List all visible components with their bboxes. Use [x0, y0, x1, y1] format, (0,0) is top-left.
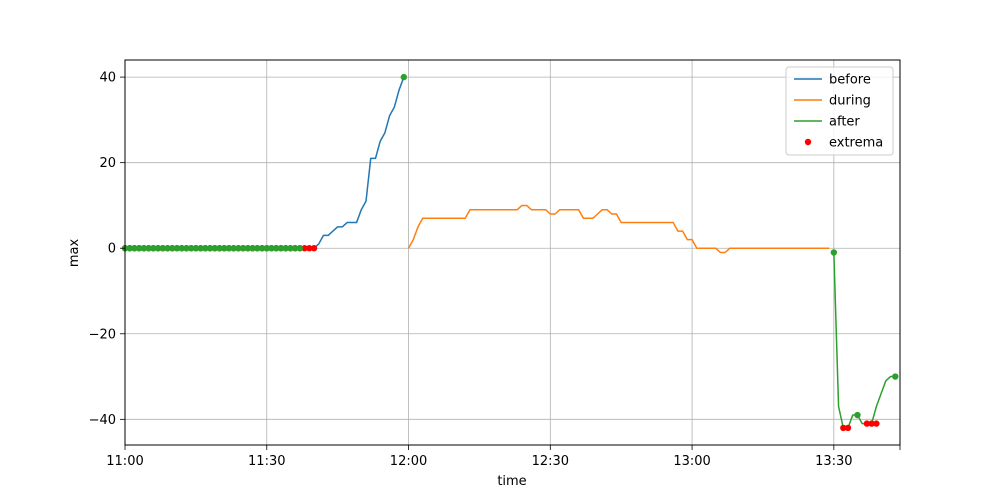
- after-marker-point: [178, 245, 185, 252]
- after-marker-point: [145, 245, 152, 252]
- after-marker-point: [282, 245, 289, 252]
- after-marker-point: [235, 245, 242, 252]
- after-marker-point: [263, 245, 270, 252]
- extrema-point: [310, 245, 318, 252]
- after-marker-point: [830, 249, 838, 256]
- x-axis-label: time: [497, 474, 526, 489]
- y-tick-label: −20: [89, 327, 116, 342]
- extrema-point: [301, 245, 308, 252]
- after-marker-point: [169, 245, 176, 252]
- after-marker-point: [287, 245, 294, 252]
- after-marker-point: [221, 245, 228, 252]
- x-tick-label: 12:00: [390, 454, 427, 469]
- legend-label-extrema: extrema: [829, 136, 883, 151]
- after-marker-point: [230, 245, 237, 252]
- legend: before during after extrema: [785, 66, 894, 156]
- x-tick-label: 11:00: [106, 454, 143, 469]
- legend-swatch-extrema: [804, 138, 812, 146]
- x-tick-label: 13:00: [673, 454, 710, 469]
- after-marker-point: [126, 245, 133, 252]
- after-marker-point: [258, 245, 266, 252]
- extrema-point: [863, 420, 871, 427]
- legend-label-after: after: [829, 115, 860, 130]
- after-marker-point: [277, 245, 285, 252]
- after-marker-point: [249, 245, 256, 252]
- y-tick-label: 40: [99, 71, 116, 86]
- y-tick-label: −40: [89, 413, 116, 428]
- after-marker-point: [159, 245, 167, 252]
- series-line-before: [125, 76, 405, 249]
- after-marker-point: [154, 245, 162, 252]
- after-marker-point: [291, 245, 299, 252]
- legend-label-during: during: [829, 94, 871, 109]
- after-marker-point: [164, 245, 171, 252]
- after-marker-point: [225, 245, 233, 252]
- after-marker-point: [135, 245, 143, 252]
- after-marker-point: [268, 245, 275, 252]
- after-marker-point: [131, 245, 138, 252]
- extrema-point: [844, 424, 852, 432]
- after-marker-point: [140, 245, 148, 252]
- marker-points: [121, 73, 899, 432]
- x-axis-ticks: 11:00 11:30 12:00 12:30 13:00 13:30: [106, 445, 901, 469]
- y-axis-label: max: [67, 239, 82, 268]
- legend-box: [785, 66, 894, 156]
- extrema-point: [306, 245, 313, 252]
- after-marker-point: [892, 373, 899, 380]
- y-tick-label: 0: [108, 242, 116, 257]
- after-marker-point: [244, 245, 252, 252]
- plot-frame: [124, 59, 901, 446]
- after-marker-point: [206, 245, 214, 252]
- after-marker-point: [400, 73, 408, 81]
- after-marker-point: [150, 245, 157, 252]
- x-tick-label: 11:30: [248, 454, 285, 469]
- y-axis-ticks: 40 20 0 −20 −40: [89, 71, 125, 428]
- extrema-point: [873, 420, 880, 427]
- after-marker-point: [239, 245, 247, 252]
- x-tick-label: 13:30: [815, 454, 852, 469]
- after-marker-point: [202, 245, 209, 252]
- extrema-point: [868, 420, 875, 427]
- y-tick-label: 20: [99, 156, 116, 171]
- after-marker-point: [192, 245, 200, 252]
- after-marker-point: [197, 245, 204, 252]
- after-marker-point: [187, 245, 195, 252]
- after-marker-point: [216, 245, 223, 252]
- after-marker-point: [854, 411, 861, 419]
- after-marker-point: [183, 245, 190, 252]
- extrema-point: [840, 424, 847, 432]
- after-marker-point: [273, 245, 280, 252]
- legend-label-before: before: [829, 73, 871, 88]
- after-marker-point: [173, 245, 181, 252]
- after-marker-point: [254, 245, 261, 252]
- after-marker-point: [211, 245, 218, 252]
- after-marker-point: [296, 245, 304, 252]
- x-tick-label: 12:30: [532, 454, 569, 469]
- series-line-during: [407, 204, 830, 254]
